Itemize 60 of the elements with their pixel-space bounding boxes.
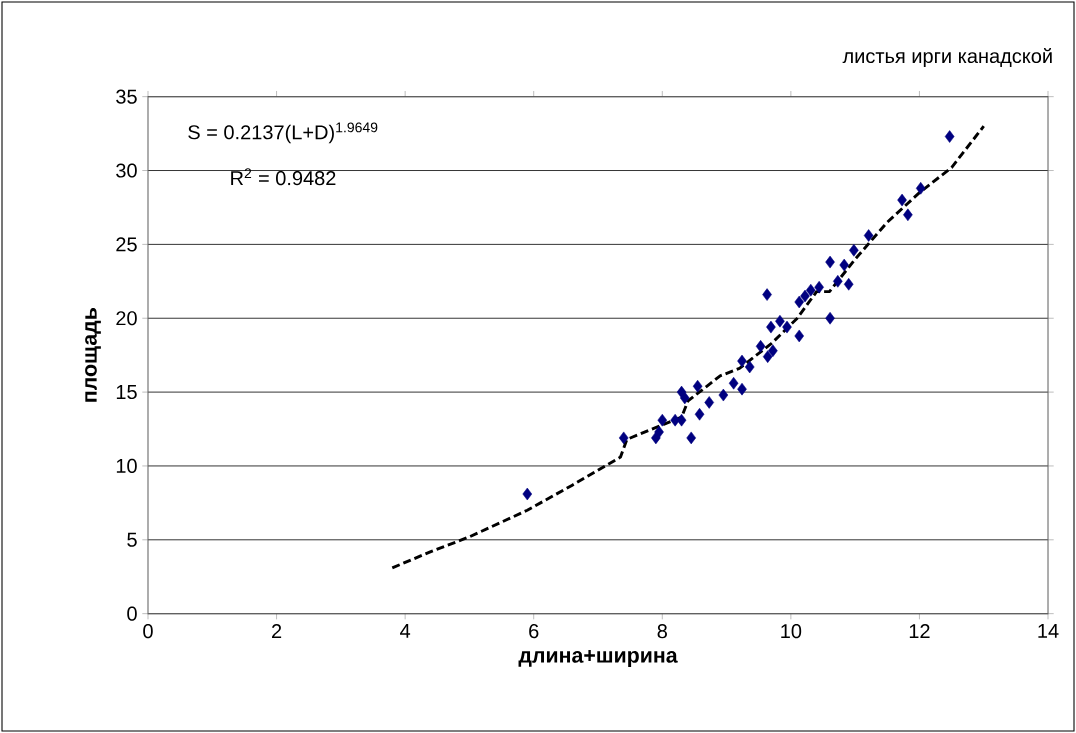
point [755,340,766,353]
point [897,193,907,207]
x-tick-label: 0 [143,624,153,639]
point [863,229,874,242]
x-axis-title: длина+ширина [518,650,678,667]
text: листья ирги канадской [842,48,1052,68]
point [762,350,773,363]
x-tick-label: 8 [657,624,667,639]
point [843,278,854,291]
point [825,311,835,325]
y-tick-label: 30 [116,163,137,178]
annotation: S = 0.2137(L+D)$^{1.9649}$ [188,122,378,144]
x-tick-label: 6 [529,624,539,639]
line-series [390,124,986,570]
point [825,255,835,269]
y-tick-label: 5 [127,532,137,547]
point [737,382,747,396]
y-tick-label: 25 [116,237,137,252]
x-tick-label: 4 [400,624,411,638]
point [806,283,816,297]
x-tick-label: 2 [272,624,282,639]
point [839,258,849,272]
y-tick-label: 35 [116,89,137,104]
point [903,208,913,222]
point [744,360,755,374]
point [762,288,772,301]
x-tick-label: 14 [1038,624,1059,638]
y-tick-label: 0 [127,606,137,621]
point [849,244,859,257]
point [768,344,778,358]
point [944,130,955,143]
point [800,289,810,303]
point [657,413,668,427]
point [694,407,705,421]
y-axis-title: площадь [85,308,101,402]
x-tick-label: 12 [909,624,930,639]
point [692,379,703,393]
point [794,329,804,343]
point [915,181,926,195]
point [686,431,696,445]
annotation: R$^{2}$ = 0.9482 [231,168,336,186]
point [814,280,824,294]
point [618,431,629,445]
point [704,396,714,409]
point [775,314,785,328]
y-tick-label: 15 [116,385,137,400]
y-tick-label: 10 [116,458,137,474]
point [680,391,690,405]
y-tick-label: 20 [116,311,137,326]
point [782,320,792,334]
point [737,354,747,368]
point [728,376,739,390]
point [654,425,664,439]
x-tick-label: 10 [781,624,802,639]
point [833,275,843,288]
point [718,388,729,402]
point [522,487,533,501]
point [676,413,687,427]
point [766,320,776,334]
point [794,295,804,309]
